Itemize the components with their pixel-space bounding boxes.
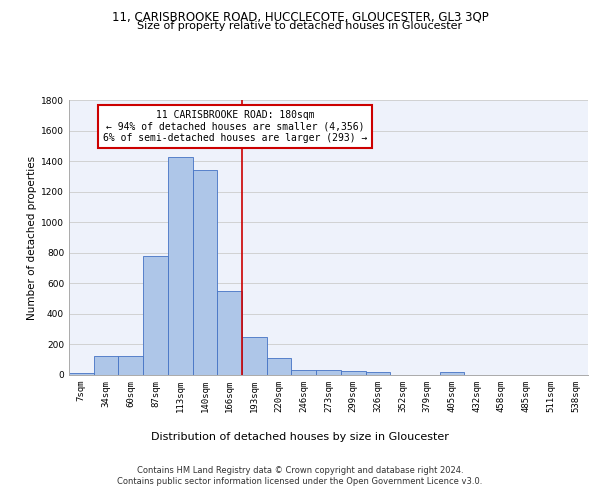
Text: Distribution of detached houses by size in Gloucester: Distribution of detached houses by size … — [151, 432, 449, 442]
Bar — [168, 156, 193, 375]
Text: Contains HM Land Registry data © Crown copyright and database right 2024.: Contains HM Land Registry data © Crown c… — [137, 466, 463, 475]
Bar — [316, 370, 341, 375]
Bar — [94, 356, 118, 375]
Bar — [193, 170, 217, 375]
Bar — [118, 356, 143, 375]
Text: 11 CARISBROOKE ROAD: 180sqm
← 94% of detached houses are smaller (4,356)
6% of s: 11 CARISBROOKE ROAD: 180sqm ← 94% of det… — [103, 110, 367, 143]
Bar — [217, 291, 242, 375]
Bar — [143, 256, 168, 375]
Text: Contains public sector information licensed under the Open Government Licence v3: Contains public sector information licen… — [118, 477, 482, 486]
Bar — [267, 358, 292, 375]
Text: Size of property relative to detached houses in Gloucester: Size of property relative to detached ho… — [137, 21, 463, 31]
Text: 11, CARISBROOKE ROAD, HUCCLECOTE, GLOUCESTER, GL3 3QP: 11, CARISBROOKE ROAD, HUCCLECOTE, GLOUCE… — [112, 11, 488, 24]
Bar — [440, 372, 464, 375]
Bar — [365, 372, 390, 375]
Bar — [292, 370, 316, 375]
Bar — [341, 370, 365, 375]
Bar — [69, 372, 94, 375]
Bar — [242, 337, 267, 375]
Y-axis label: Number of detached properties: Number of detached properties — [27, 156, 37, 320]
